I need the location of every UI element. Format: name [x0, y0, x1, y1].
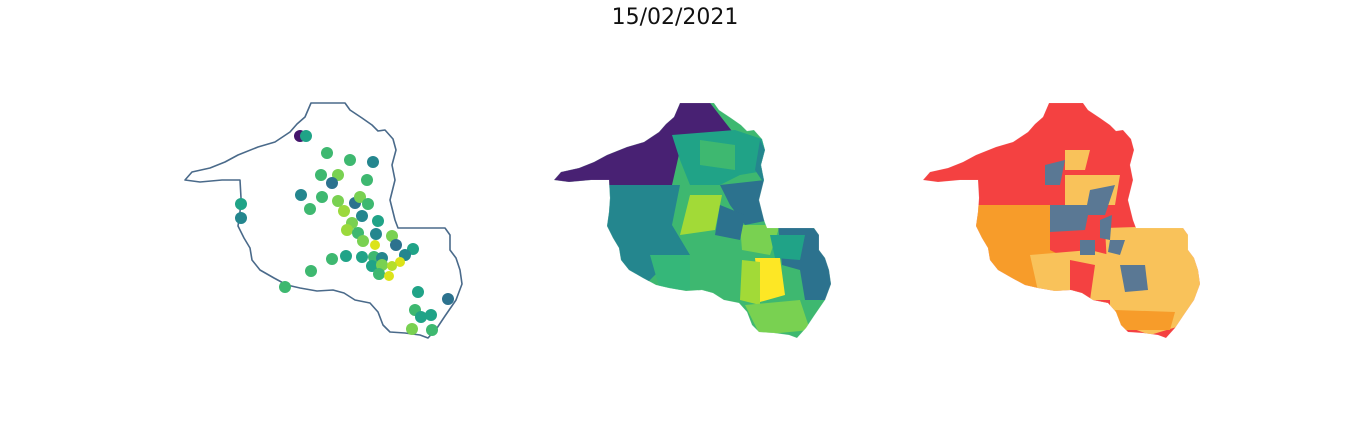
region	[1085, 185, 1115, 215]
map-point	[426, 324, 438, 336]
map-point	[338, 205, 350, 217]
map-point	[235, 198, 247, 210]
map-choropleth-panel	[553, 102, 832, 339]
region	[1065, 150, 1090, 170]
map-point	[366, 260, 378, 272]
map-point	[357, 235, 369, 247]
map-point	[316, 191, 328, 203]
map-point	[279, 281, 291, 293]
map-point	[300, 130, 312, 142]
map-point	[372, 215, 384, 227]
region	[745, 300, 810, 335]
region	[720, 180, 770, 225]
map-point	[386, 230, 398, 242]
state-outline	[184, 102, 463, 339]
map-point	[315, 169, 327, 181]
map-point	[332, 195, 344, 207]
region	[680, 195, 722, 235]
map-point	[362, 198, 374, 210]
map-point	[356, 251, 368, 263]
region	[1070, 260, 1095, 300]
map-point	[326, 253, 338, 265]
map-point	[412, 286, 424, 298]
map-points-panel	[184, 102, 463, 339]
map-point	[356, 210, 368, 222]
map-point	[304, 203, 316, 215]
map-point	[326, 177, 338, 189]
map-point	[321, 147, 333, 159]
map-point	[415, 311, 427, 323]
map-point	[354, 191, 366, 203]
region	[1105, 225, 1200, 335]
map-point	[344, 154, 356, 166]
region	[1100, 215, 1112, 240]
region	[690, 250, 740, 300]
map-point	[305, 265, 317, 277]
region	[740, 260, 760, 305]
municipality-points	[235, 130, 454, 336]
map-point	[295, 189, 307, 201]
map-point	[406, 323, 418, 335]
map-point	[361, 174, 373, 186]
figure-title: 15/02/2021	[611, 5, 739, 30]
region	[1108, 240, 1125, 255]
map-point	[370, 228, 382, 240]
region	[700, 140, 735, 170]
map-point	[340, 250, 352, 262]
map-point	[442, 293, 454, 305]
region	[1115, 310, 1175, 330]
region	[715, 205, 745, 240]
map-point	[373, 268, 385, 280]
region	[1080, 240, 1095, 255]
map-point	[390, 239, 402, 251]
region	[1120, 265, 1148, 292]
region	[1050, 205, 1090, 232]
region	[650, 255, 690, 290]
map-point	[395, 257, 405, 267]
region	[740, 225, 780, 255]
map-point	[384, 271, 394, 281]
map-point	[235, 212, 247, 224]
region	[770, 235, 805, 260]
map-point	[341, 224, 353, 236]
region	[755, 258, 785, 302]
map-category-panel	[922, 102, 1201, 339]
map-point	[425, 309, 437, 321]
map-point	[367, 156, 379, 168]
map-point	[370, 240, 380, 250]
region	[1045, 160, 1065, 185]
map-point	[387, 261, 397, 271]
